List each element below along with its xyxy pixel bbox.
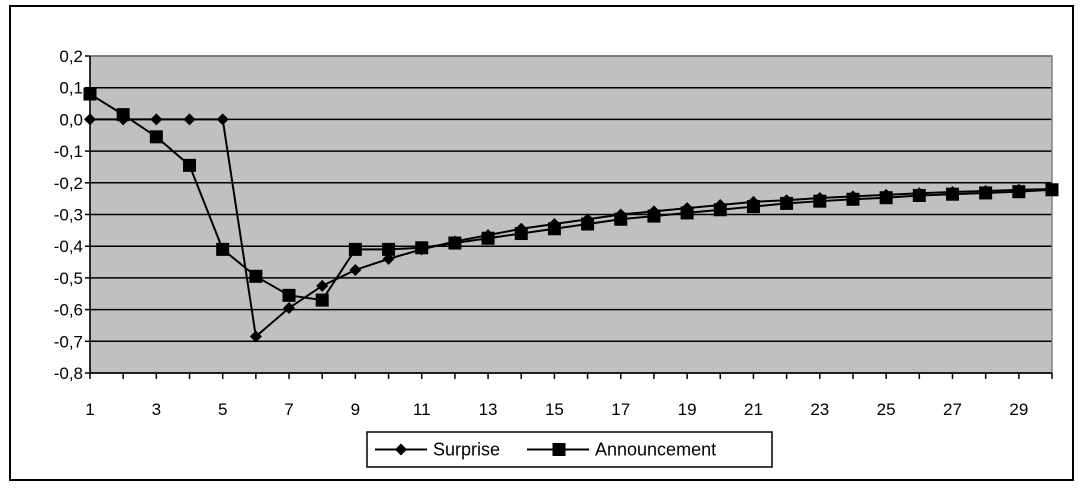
announcement-point bbox=[879, 191, 893, 205]
announcement-point bbox=[912, 188, 926, 202]
y-tick-label: -0,2 bbox=[54, 174, 83, 193]
announcement-point bbox=[116, 108, 130, 122]
surprise-point bbox=[150, 113, 163, 126]
x-tick-label: 25 bbox=[877, 400, 896, 419]
announcement-point bbox=[846, 192, 860, 206]
y-tick-label: -0,4 bbox=[54, 237, 83, 256]
surprise-point bbox=[382, 252, 395, 265]
x-tick-label: 5 bbox=[218, 400, 227, 419]
y-tick-label: 0,1 bbox=[59, 79, 83, 98]
announcement-point bbox=[149, 130, 163, 144]
surprise-point bbox=[216, 113, 229, 126]
announcement-point bbox=[282, 288, 296, 302]
y-tick-label: -0,3 bbox=[54, 206, 83, 225]
y-tick-label: -0,8 bbox=[54, 364, 83, 383]
announcement-point bbox=[481, 231, 495, 245]
surprise-point bbox=[84, 113, 96, 126]
announcement-point bbox=[415, 241, 429, 255]
announcement-point bbox=[315, 293, 329, 307]
announcement-point bbox=[713, 203, 727, 217]
x-tick-label: 3 bbox=[152, 400, 161, 419]
x-tick-label: 9 bbox=[351, 400, 360, 419]
x-tick-label: 11 bbox=[413, 400, 431, 419]
announcement-point bbox=[581, 217, 595, 231]
x-tick-label: 27 bbox=[943, 400, 962, 419]
x-tick-label: 21 bbox=[744, 400, 763, 419]
announcement-point bbox=[547, 222, 561, 236]
announcement-point bbox=[614, 212, 628, 226]
announcement-point bbox=[83, 87, 97, 101]
surprise-point bbox=[283, 302, 296, 315]
announcement-point bbox=[979, 186, 993, 200]
x-tick-label: 15 bbox=[545, 400, 564, 419]
surprise-point bbox=[349, 263, 362, 276]
announcement-point bbox=[216, 242, 230, 256]
surprise-point bbox=[316, 279, 329, 292]
y-tick-label: -0,1 bbox=[54, 142, 83, 161]
x-tick-label: 17 bbox=[611, 400, 630, 419]
announcement-point bbox=[1045, 183, 1059, 197]
surprise-point bbox=[183, 113, 196, 126]
legend-announcement-label: Announcement bbox=[595, 440, 716, 460]
announcement-point bbox=[746, 200, 760, 214]
x-tick-label: 7 bbox=[284, 400, 293, 419]
announcement-point bbox=[448, 236, 462, 250]
announcement-point bbox=[514, 227, 528, 241]
announcement-point bbox=[813, 194, 827, 208]
legend-surprise-label: Surprise bbox=[433, 440, 500, 460]
y-tick-label: -0,6 bbox=[54, 301, 83, 320]
legend-announcement-marker bbox=[552, 443, 566, 456]
announcement-point bbox=[249, 269, 263, 283]
y-tick-label: -0,5 bbox=[54, 269, 83, 288]
x-tick-label: 23 bbox=[810, 400, 829, 419]
announcement-point bbox=[348, 242, 362, 256]
announcement-point bbox=[680, 206, 694, 220]
x-tick-label: 19 bbox=[678, 400, 697, 419]
y-tick-label: -0,7 bbox=[54, 332, 83, 351]
surprise-point bbox=[249, 330, 262, 343]
announcement-point bbox=[945, 187, 959, 201]
x-tick-label: 1 bbox=[85, 400, 94, 419]
announcement-point bbox=[647, 209, 661, 223]
announcement-point bbox=[382, 242, 396, 256]
x-tick-label: 29 bbox=[1009, 400, 1028, 419]
announcement-point bbox=[1012, 185, 1026, 199]
x-tick-label: 13 bbox=[479, 400, 498, 419]
y-tick-label: 0,2 bbox=[59, 47, 83, 66]
y-tick-label: 0,0 bbox=[59, 110, 83, 129]
legend-surprise-marker bbox=[395, 443, 407, 456]
announcement-point bbox=[780, 196, 794, 210]
announcement-point bbox=[183, 158, 197, 172]
